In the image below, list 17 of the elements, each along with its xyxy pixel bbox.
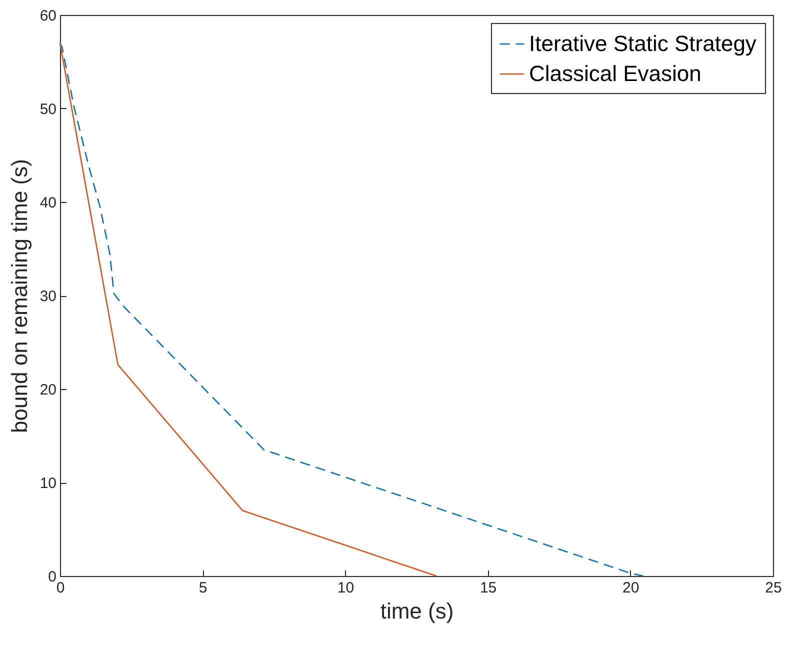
y-tick-label: 20 (40, 382, 56, 398)
x-axis-title: time (s) (380, 598, 454, 624)
y-tick-label: 30 (40, 288, 56, 305)
legend-label: Iterative Static Strategy (529, 31, 756, 56)
x-tick-label: 15 (480, 580, 497, 596)
y-tick-label: 10 (40, 475, 56, 492)
x-tick-label: 10 (337, 580, 354, 596)
x-tick-label: 5 (198, 580, 208, 596)
y-tick-label: 0 (48, 568, 56, 586)
x-tick-label: 20 (622, 580, 640, 596)
y-tick-label: 40 (40, 194, 56, 212)
line-series (59, 42, 438, 577)
y-tick-label: 60 (40, 8, 56, 24)
x-tick-label: 25 (765, 580, 782, 596)
y-axis-title: bound on remaining time (s) (6, 159, 32, 433)
legend-label: Classical Evasion (529, 61, 702, 86)
y-tick-label: 50 (40, 101, 56, 118)
